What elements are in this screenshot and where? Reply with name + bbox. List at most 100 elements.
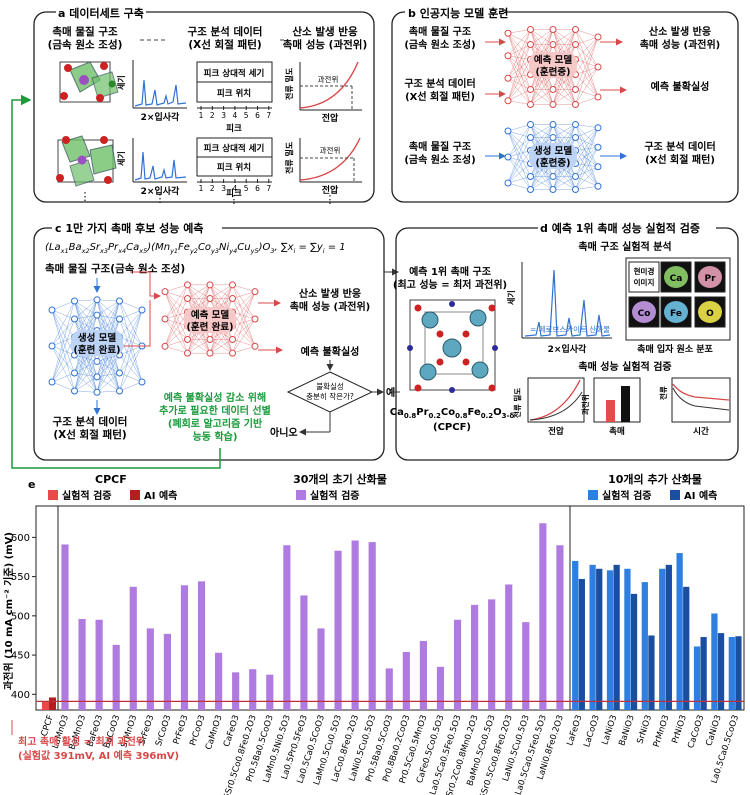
bar-initial-oxide	[385, 668, 393, 710]
network-node	[572, 26, 579, 33]
a-col2-line2: (X선 회절 패턴)	[188, 38, 261, 51]
current-density-label: 전류 밀도	[284, 67, 294, 100]
panel-d-title: d 예측 1위 촉매 성능 실험적 검증	[540, 221, 700, 235]
x-tick-label: PrCoO3	[188, 714, 207, 747]
b-out3-line1: 구조 분석 데이터	[644, 140, 715, 153]
d-polarization-plot: 전류 밀도 전압	[512, 377, 585, 437]
x-tick-label: SrCoO3	[154, 714, 173, 748]
network-node	[527, 134, 534, 141]
network-node	[572, 101, 579, 108]
peak-tick-label: 6	[255, 184, 260, 193]
ellipsis-4: ⋮	[325, 193, 336, 206]
d-top-line1: 예측 1위 촉매 구조	[409, 265, 491, 278]
network-node	[549, 134, 557, 141]
c-active-line1: 예측 불확실성 감소 위해	[164, 391, 266, 404]
bar-initial-oxide	[180, 585, 189, 710]
peak-axis-label-2: 피크	[226, 188, 242, 199]
bar-initial-oxide	[95, 619, 103, 710]
bar-initial-oxide	[368, 542, 376, 710]
x-tick-label: PrMnO3	[652, 714, 672, 749]
d-voltage: 전압	[548, 426, 564, 437]
network-node	[251, 315, 259, 323]
network-node	[116, 297, 123, 305]
element-map-label: Fe	[670, 309, 682, 319]
xrd-pattern-chart-2: 세기 2×입사각	[116, 138, 187, 197]
bar-initial-oxide	[402, 651, 410, 710]
network-node	[504, 52, 512, 60]
network-node	[504, 153, 512, 161]
e-group3: 10개의 추가 산화물	[608, 472, 702, 486]
network-node	[572, 186, 579, 193]
d-current-density: 전류 밀도	[512, 388, 522, 418]
peak-tick-label: 5	[244, 184, 249, 193]
crystal-structure-icon-2	[56, 135, 117, 187]
bar-additional-ai	[648, 635, 655, 710]
c-active-line3: (폐회로 알고리즘 기반	[168, 417, 263, 430]
b-out1-line1: 산소 발생 반응	[649, 25, 711, 38]
network-node	[184, 295, 191, 302]
d-perf-title: 촉매 성능 실험적 검증	[578, 360, 671, 373]
peak-tick-label: 4	[233, 184, 238, 193]
x-tick-label: LaFeO3	[565, 714, 584, 747]
bar-additional-experimental	[676, 553, 683, 710]
xrd-ylabel-2: 세기	[116, 151, 126, 166]
network-node	[527, 26, 534, 33]
xrd-pattern-chart: 세기 2×입사각	[116, 60, 187, 123]
network-node	[229, 295, 236, 302]
ellipsis-1: ⋮	[80, 190, 91, 203]
d-xrd-ylabel: 세기	[506, 290, 516, 305]
peak-intensity-label: 피크 상대적 세기	[204, 68, 265, 79]
peak-tick-label: 6	[255, 111, 260, 120]
element-map-label: Ca	[670, 274, 683, 284]
bar-initial-oxide	[419, 640, 427, 710]
bar-initial-oxide	[556, 545, 564, 710]
voltage-label-2: 전압	[322, 184, 339, 196]
bar-additional-ai	[700, 637, 707, 710]
polarization-curve-2: 과전위 전류 밀도 전압	[284, 137, 362, 196]
network-node	[527, 101, 534, 108]
d-cpcf: (CPCF)	[433, 422, 471, 433]
network-node	[549, 101, 557, 108]
peak-tick-label: 2	[210, 184, 215, 193]
panel-a-title: a 데이터세트 구축	[58, 6, 144, 20]
d-xrd-chart: 세기 = 페로브스카이트 산화물 2×입사각	[506, 262, 612, 355]
bar-initial-oxide	[129, 586, 137, 710]
bar-additional-ai	[596, 568, 603, 710]
cpcf-crystal-icon	[407, 299, 498, 393]
bar-additional-ai	[683, 586, 690, 710]
network-node	[549, 173, 557, 180]
network-node	[549, 41, 557, 48]
bar-initial-oxide	[471, 604, 479, 710]
network-node	[594, 124, 602, 132]
bar-cpcf-experimental	[42, 701, 49, 710]
network-node	[251, 288, 259, 296]
bar-initial-oxide	[351, 540, 359, 710]
network-node	[527, 173, 534, 180]
network-node	[594, 143, 602, 151]
x-tick-label: PrFeO3	[172, 714, 191, 746]
network-node	[504, 179, 512, 187]
network-node	[48, 342, 56, 350]
b-in2-line1: 구조 분석 데이터	[404, 77, 475, 90]
c-active-line4: 능동 학습)	[193, 430, 238, 443]
e-legend-cpcf-exp: 실험적 검증	[62, 489, 111, 502]
element-map-label: Co	[638, 309, 651, 319]
panel-c: c 1만 가지 촉매 후보 성능 예측 (Lax1Bax2Srx3Prx4Cax…	[11, 94, 399, 469]
y-tick-label: 600	[11, 533, 30, 544]
network-node	[93, 388, 101, 396]
x-tick-label: LaCoO3	[582, 714, 602, 749]
element-map-label: O	[706, 309, 714, 319]
network-node	[229, 336, 236, 343]
network-node	[594, 182, 602, 190]
y-tick-label: 400	[11, 690, 30, 701]
bar-initial-oxide	[249, 669, 257, 710]
d-micro-line2: 이미지	[634, 277, 655, 287]
c-gen-model-line2: (훈련 완료)	[74, 344, 121, 356]
c-perf-line1: 산소 발생 반응	[299, 287, 361, 300]
network-node	[594, 93, 602, 101]
network-node	[572, 121, 579, 128]
c-pred-model-line2: (훈련 완료)	[187, 321, 234, 333]
peak-tick-label: 7	[266, 184, 271, 193]
bar-initial-oxide	[505, 584, 513, 710]
